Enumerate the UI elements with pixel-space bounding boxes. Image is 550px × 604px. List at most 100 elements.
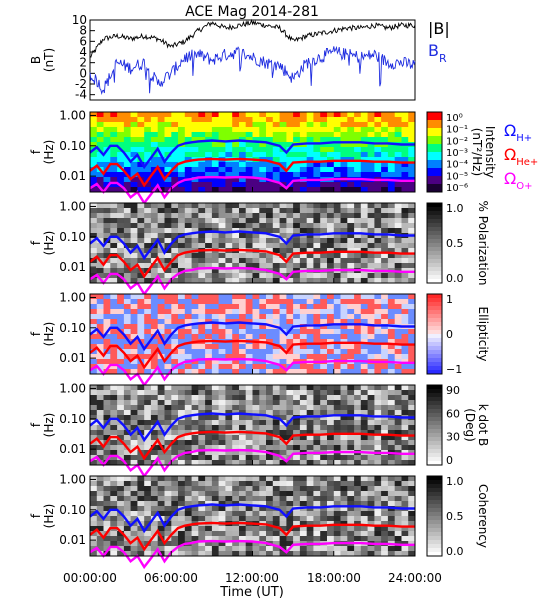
- spectrogram-cell: [157, 450, 165, 456]
- spectrogram-cell: [245, 177, 253, 183]
- spectrogram-cell: [340, 395, 348, 401]
- spectrogram-cell: [306, 187, 314, 193]
- spectrogram-cell: [327, 167, 335, 173]
- spectrogram-cell: [354, 152, 362, 158]
- spectrogram-cell: [320, 223, 328, 229]
- spectrogram-cell: [354, 309, 362, 315]
- spectrogram-cell: [137, 491, 145, 497]
- spectrogram-cell: [401, 117, 409, 123]
- spectrogram-cell: [232, 112, 240, 118]
- spectrogram-cell: [137, 132, 145, 138]
- spectrogram-cell: [374, 349, 382, 355]
- spectrogram-cell: [90, 324, 98, 330]
- spectrogram-cell: [239, 516, 247, 522]
- spectrogram-cell: [232, 349, 240, 355]
- spectrogram-cell: [340, 536, 348, 542]
- spectrogram-cell: [340, 294, 348, 300]
- colorbar-cell: [427, 401, 442, 406]
- spectrogram-cell: [306, 157, 314, 163]
- spectrogram-cell: [266, 157, 274, 163]
- spectrogram-cell: [245, 506, 253, 512]
- spectrogram-cell: [340, 152, 348, 158]
- spectrogram-cell: [205, 243, 213, 249]
- spectrogram-cell: [171, 314, 179, 320]
- colorbar-cell: [427, 449, 442, 454]
- spectrogram-cell: [320, 405, 328, 411]
- spectrogram-cell: [232, 395, 240, 401]
- spectrogram-cell: [245, 152, 253, 158]
- spectrogram-cell: [90, 122, 98, 128]
- spectrogram-cell: [252, 309, 260, 315]
- spectrogram-cell: [144, 445, 152, 451]
- spectrogram-cell: [381, 132, 389, 138]
- colorbar-cell: [427, 235, 442, 240]
- spectrogram-cell: [360, 213, 368, 219]
- spectrogram-cell: [327, 410, 335, 416]
- spectrogram-cell: [360, 455, 368, 461]
- spectrogram-cell: [347, 294, 355, 300]
- spectrogram-cell: [374, 117, 382, 123]
- spectrogram-cell: [354, 238, 362, 244]
- spectrogram-cell: [150, 223, 159, 229]
- spectrogram-cell: [266, 385, 274, 391]
- spectrogram-cell: [96, 541, 104, 547]
- spectrogram-cell: [387, 117, 396, 123]
- spectrogram-cell: [320, 511, 328, 517]
- spectrogram-cell: [266, 223, 274, 229]
- spectrogram-cell: [401, 299, 409, 305]
- spectrogram-cell: [239, 511, 247, 517]
- spectrogram-cell: [347, 435, 355, 441]
- spectrogram-cell: [347, 516, 355, 522]
- spectrogram-cell: [327, 354, 335, 360]
- spectrogram-cell: [90, 435, 98, 441]
- spectrogram-cell: [144, 162, 152, 168]
- spectrogram-cell: [130, 455, 138, 461]
- spectrogram-cell: [103, 203, 111, 209]
- spectrogram-cell: [103, 243, 111, 249]
- spectrogram-cell: [252, 304, 260, 310]
- spectrogram-cell: [90, 405, 98, 411]
- spectrogram-cell: [178, 354, 186, 360]
- colorbar-tick-label: 1.0: [446, 202, 464, 215]
- spectrogram-cell: [218, 481, 226, 487]
- spectrogram-cell: [239, 329, 247, 335]
- spectrogram-cell: [272, 455, 280, 461]
- spectrogram-cell: [360, 329, 368, 335]
- spectrogram-cell: [340, 329, 348, 335]
- spectrogram-cell: [387, 213, 396, 219]
- spectrogram-cell: [320, 551, 328, 557]
- spectrogram-cell: [272, 430, 280, 436]
- spectrogram-cell: [299, 228, 308, 234]
- spectrogram-cell: [211, 359, 220, 365]
- spectrogram-cell: [110, 425, 118, 431]
- spectrogram-cell: [279, 172, 287, 178]
- spectrogram-cell: [354, 208, 362, 214]
- spectrogram-cell: [191, 117, 199, 123]
- spectrogram-cell: [313, 319, 321, 325]
- spectrogram-cell: [381, 526, 389, 532]
- spectrogram-cell: [205, 142, 213, 148]
- spectrogram-cell: [164, 228, 172, 234]
- spectrogram-cell: [259, 253, 267, 259]
- spectrogram-cell: [272, 369, 280, 375]
- spectrogram-cell: [306, 385, 314, 391]
- spectrogram-cell: [306, 172, 314, 178]
- spectrogram-cell: [211, 294, 220, 300]
- spectrogram-cell: [354, 435, 362, 441]
- spectrogram-cell: [117, 395, 125, 401]
- spectrogram-cell: [286, 137, 294, 143]
- spectrogram-cell: [279, 390, 287, 396]
- spectrogram-cell: [211, 415, 220, 421]
- spectrogram-cell: [259, 496, 267, 502]
- spectrogram-cell: [211, 238, 220, 244]
- spectrogram-cell: [266, 425, 274, 431]
- spectrogram-cell: [218, 364, 226, 370]
- spectrogram-cell: [123, 213, 132, 219]
- spectrogram-cell: [340, 324, 348, 330]
- spectrogram-cell: [293, 410, 301, 416]
- spectrogram-cell: [252, 182, 260, 188]
- spectrogram-cell: [408, 455, 416, 461]
- spectrogram-cell: [320, 369, 328, 375]
- spectrogram-cell: [205, 167, 213, 173]
- spectrogram-cell: [381, 314, 389, 320]
